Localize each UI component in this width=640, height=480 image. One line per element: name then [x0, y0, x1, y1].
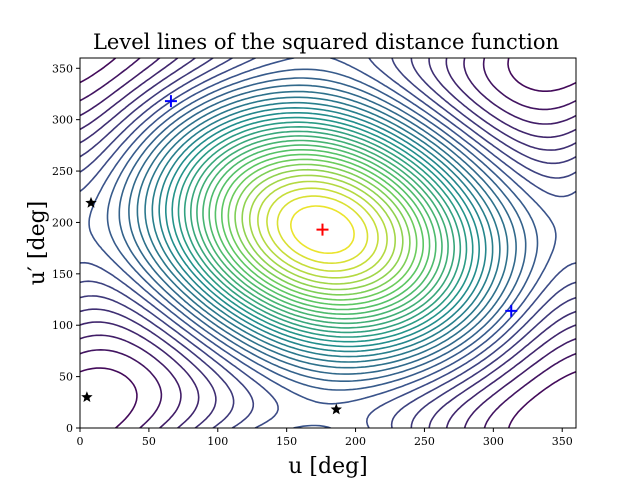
- x-tick-label: 300: [483, 435, 504, 448]
- axes-frame: [79, 57, 577, 429]
- contour-level-line: [196, 135, 449, 325]
- contour-level-line: [190, 130, 455, 329]
- minimum-marker: [164, 95, 177, 108]
- contour-level-line: [202, 139, 443, 320]
- x-tick-label: 50: [142, 435, 156, 448]
- x-axis-label: u [deg]: [288, 454, 368, 479]
- contour-level-line: [276, 195, 369, 264]
- minimum-marker: [505, 304, 518, 317]
- contour-level-line: [80, 58, 576, 428]
- saddle-marker: [85, 196, 97, 208]
- contour-level-line: [158, 107, 487, 353]
- contour-level-line: [80, 58, 576, 428]
- maximum-marker: [316, 223, 329, 236]
- y-tick-label: 50: [59, 371, 73, 384]
- contour-level-line: [80, 58, 576, 428]
- x-tick-label: 0: [77, 435, 84, 448]
- contour-level-line: [106, 68, 539, 391]
- contour-level-line: [171, 116, 474, 343]
- y-tick-label: 350: [52, 62, 73, 75]
- x-tick-label: 150: [276, 435, 297, 448]
- plot-area: [80, 58, 576, 428]
- contour-level-line: [221, 153, 424, 306]
- x-tick-label: 200: [345, 435, 366, 448]
- contour-level-line: [234, 163, 411, 296]
- y-tick-label: 300: [52, 114, 73, 127]
- chart-title: Level lines of the squared distance func…: [93, 30, 559, 54]
- saddle-marker: [330, 403, 342, 415]
- y-tick-label: 100: [52, 319, 73, 332]
- contour-lines: [80, 58, 576, 428]
- contour-level-line: [136, 90, 509, 369]
- contour-level-line: [183, 126, 462, 334]
- critical-point-markers: [81, 95, 518, 415]
- y-tick-label: 150: [52, 268, 73, 281]
- contour-level-line: [227, 158, 418, 301]
- y-tick-label: 200: [52, 216, 73, 229]
- saddle-marker: [81, 391, 93, 402]
- y-axis-ticks: 0 50 100 150 200 250 300 350: [52, 62, 80, 435]
- x-tick-label: 250: [414, 435, 435, 448]
- contour-level-line: [241, 168, 404, 291]
- x-tick-label: 350: [552, 435, 573, 448]
- contour-level-line: [177, 121, 468, 338]
- contour-level-line: [214, 149, 431, 311]
- contour-level-line: [80, 58, 576, 428]
- contour-level-line: [290, 205, 355, 254]
- y-axis-label: u′ [deg]: [25, 201, 50, 286]
- contour-level-line: [118, 77, 527, 382]
- contour-level-line: [248, 174, 396, 285]
- contour-level-line: [257, 180, 388, 279]
- contour-level-line: [151, 101, 494, 358]
- contour-level-line: [266, 187, 379, 272]
- contour-level-line: [144, 96, 501, 363]
- x-tick-label: 100: [207, 435, 228, 448]
- contour-level-line: [208, 144, 437, 315]
- y-tick-label: 0: [66, 422, 73, 435]
- x-axis-ticks: 0 50 100 150 200 250 300 350: [77, 428, 573, 448]
- y-tick-label: 250: [52, 165, 73, 178]
- contour-level-line: [128, 84, 517, 375]
- contour-level-line: [80, 58, 576, 428]
- contour-level-line: [165, 112, 480, 348]
